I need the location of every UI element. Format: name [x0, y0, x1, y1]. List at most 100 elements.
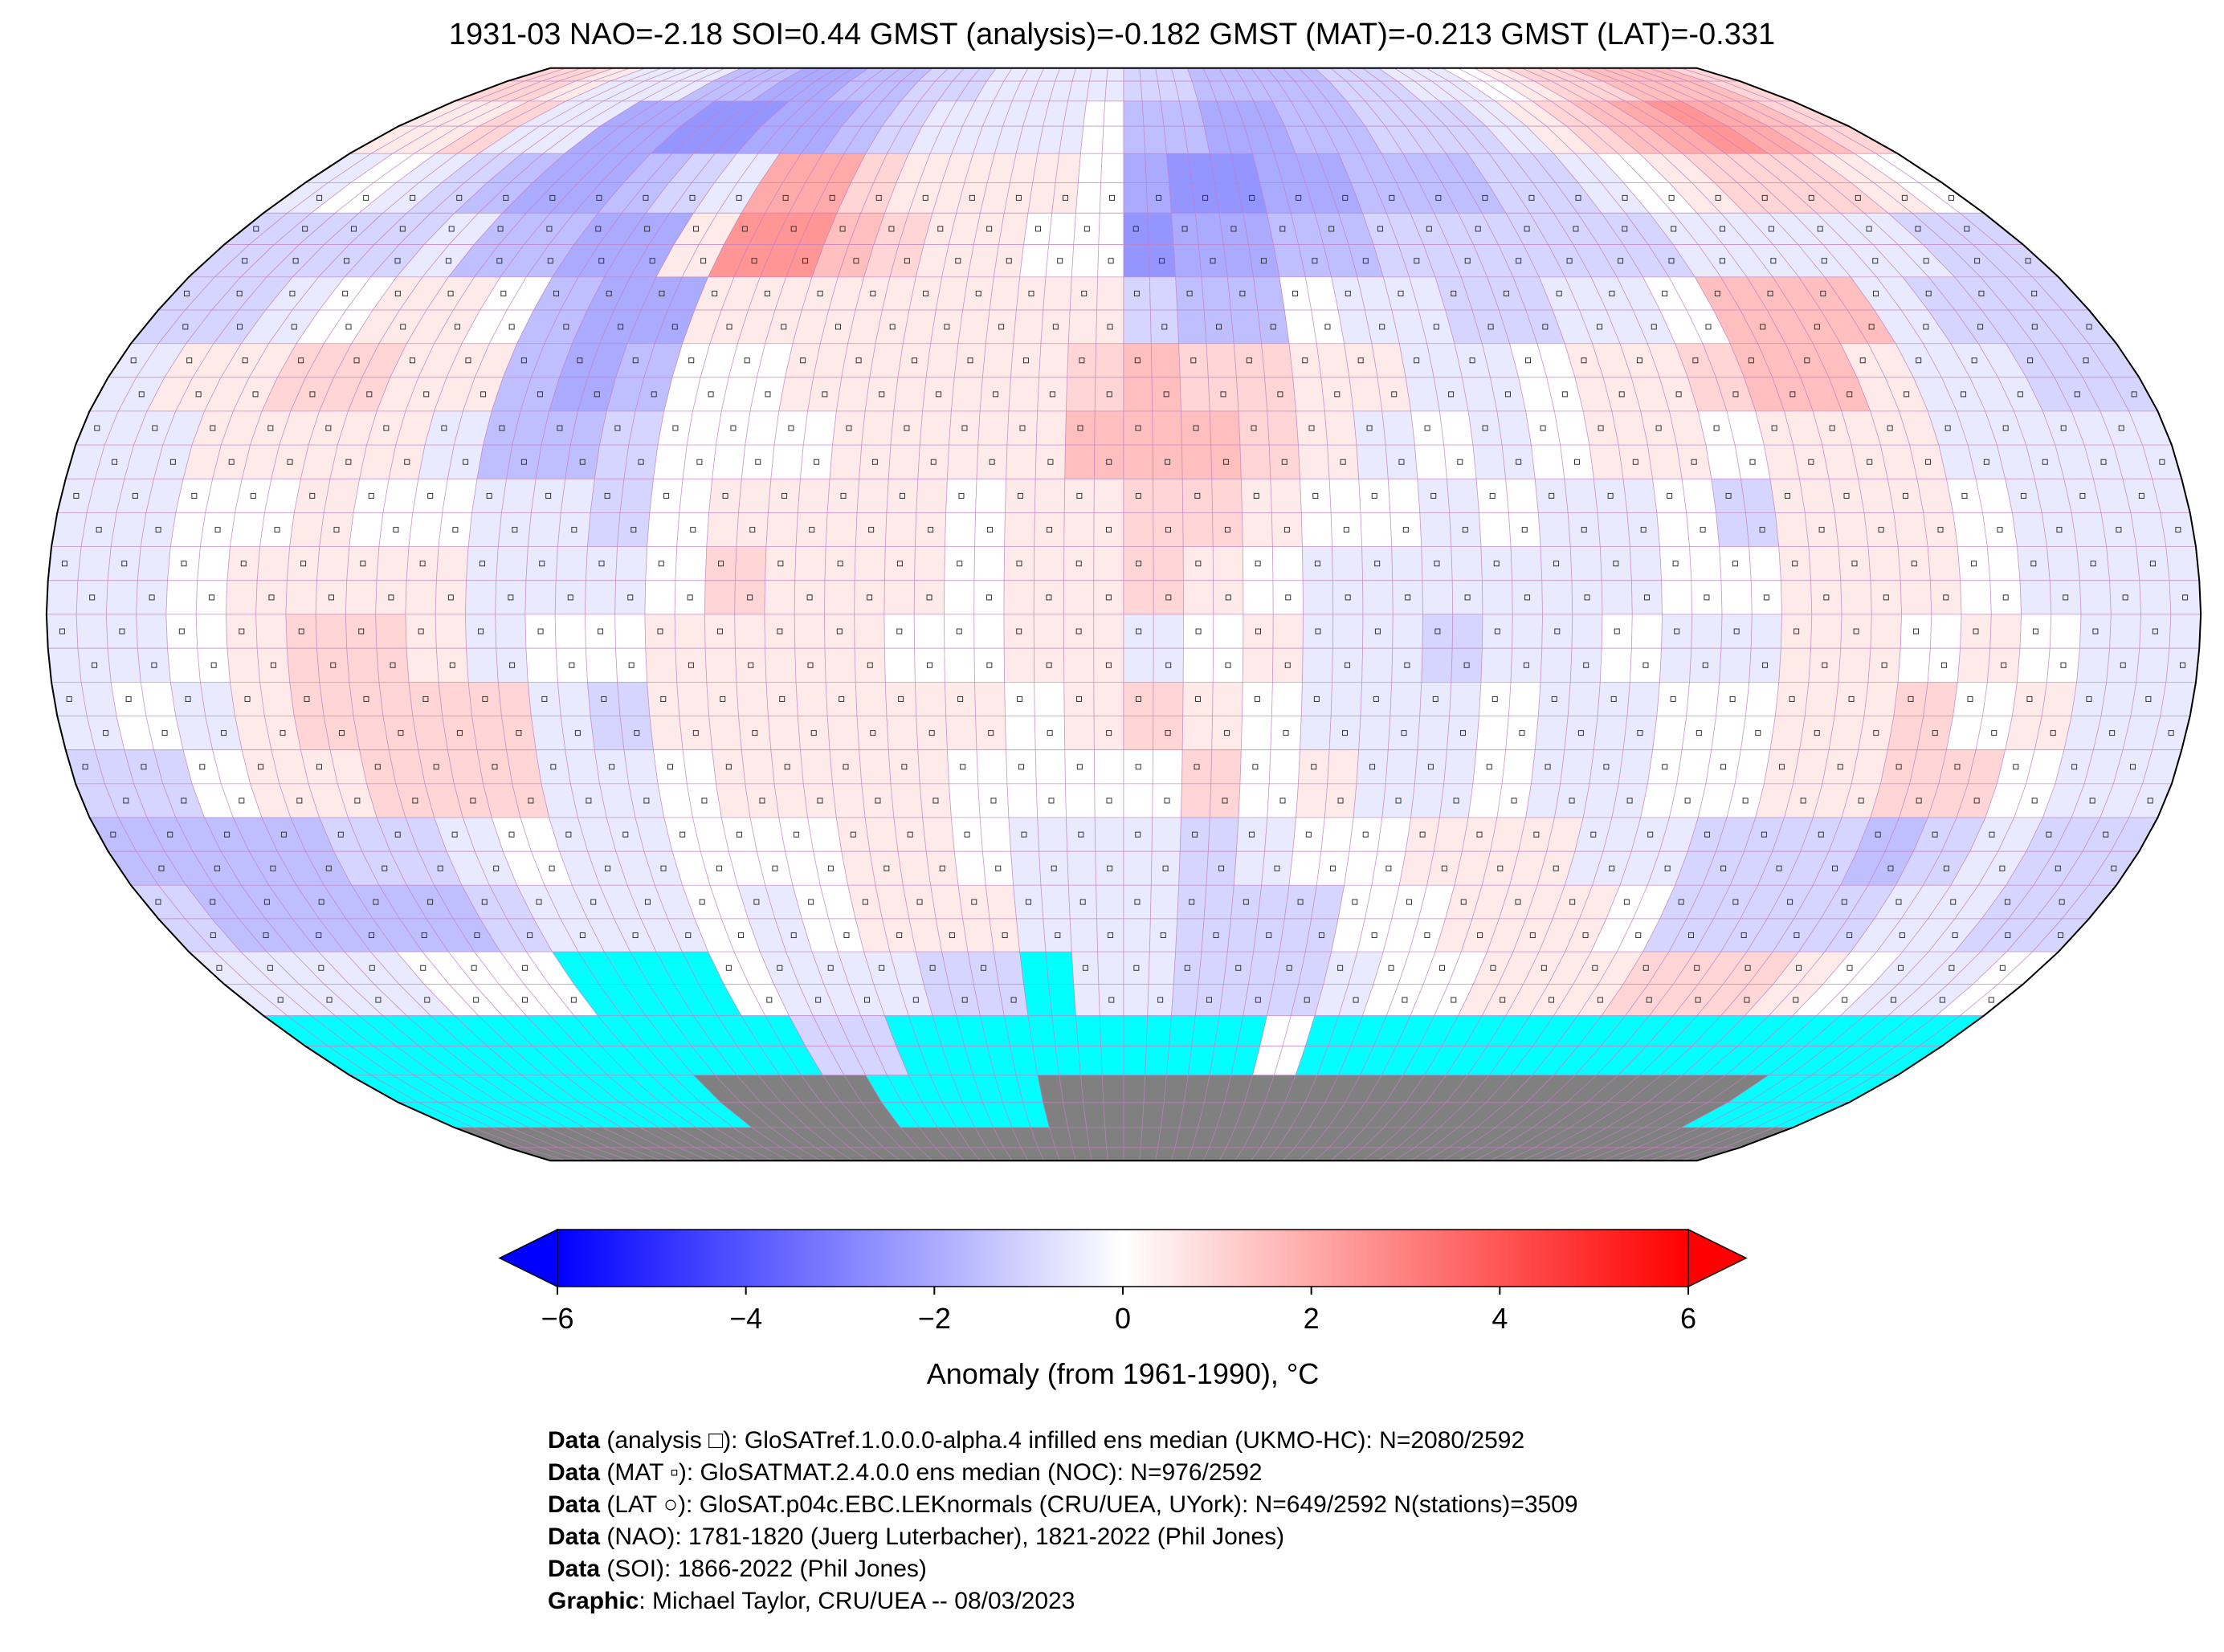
analysis-marker: [672, 425, 679, 431]
analysis-marker: [817, 290, 823, 296]
analysis-marker: [1249, 194, 1255, 201]
footer-line-nao: Data (NAO): 1781-1820 (Juerg Luterbacher…: [548, 1521, 1578, 1553]
analysis-marker: [1971, 357, 1977, 364]
analysis-marker: [191, 492, 198, 499]
analysis-marker: [1047, 527, 1053, 533]
analysis-marker: [537, 391, 543, 398]
analysis-marker: [2138, 492, 2144, 499]
analysis-marker: [253, 226, 259, 232]
analysis-marker: [1047, 459, 1054, 465]
analysis-marker: [1469, 357, 1475, 364]
analysis-marker: [1374, 561, 1381, 567]
analysis-marker: [1851, 561, 1858, 567]
analysis-marker: [2056, 527, 2063, 533]
analysis-marker: [2118, 425, 2124, 431]
analysis-marker: [503, 194, 509, 201]
analysis-marker: [879, 391, 885, 398]
analysis-marker: [1978, 290, 1985, 296]
footer-line-analysis: Data (analysis □): GloSATref.1.0.0.0-alp…: [548, 1425, 1578, 1457]
analysis-marker: [182, 324, 189, 330]
analysis-marker: [1878, 527, 1884, 533]
analysis-marker: [300, 561, 307, 567]
analysis-marker: [500, 290, 507, 296]
analysis-marker: [1340, 459, 1346, 465]
analysis-marker: [1389, 194, 1395, 201]
analysis-marker: [1279, 226, 1286, 232]
analysis-marker: [696, 459, 703, 465]
analysis-marker: [345, 459, 352, 465]
analysis-marker: [345, 324, 352, 330]
analysis-marker: [1847, 391, 1853, 398]
analysis-marker: [788, 425, 794, 431]
analysis-marker: [1549, 492, 1555, 499]
analysis-marker: [1516, 459, 1522, 465]
analysis-marker: [1343, 527, 1349, 533]
analysis-marker: [2159, 459, 2165, 465]
analysis-marker: [835, 324, 841, 330]
analysis-marker: [1903, 492, 1909, 499]
analysis-marker: [1792, 561, 1798, 567]
analysis-marker: [423, 391, 430, 398]
analysis-marker: [1022, 357, 1029, 364]
analysis-marker: [441, 425, 447, 431]
analysis-marker: [1077, 425, 1083, 431]
analysis-marker: [291, 324, 297, 330]
analysis-marker: [1357, 357, 1364, 364]
analysis-marker: [889, 324, 896, 330]
analysis-marker: [1328, 226, 1335, 232]
analysis-marker: [904, 425, 910, 431]
colorbar-max-extend: [1687, 1228, 1748, 1288]
analysis-marker: [394, 290, 401, 296]
analysis-marker: [975, 290, 981, 296]
footer-credits: Data (analysis □): GloSATref.1.0.0.0-alp…: [548, 1425, 1578, 1617]
analysis-marker: [1270, 324, 1276, 330]
analysis-marker: [904, 258, 910, 264]
analysis-marker: [722, 492, 728, 499]
analysis-marker: [730, 425, 737, 431]
analysis-marker: [2060, 425, 2067, 431]
analysis-marker: [1108, 258, 1114, 264]
analysis-marker: [545, 492, 552, 499]
analysis-marker: [875, 194, 882, 201]
analysis-marker: [547, 258, 553, 264]
analysis-marker: [1377, 226, 1384, 232]
analysis-marker: [1691, 459, 1697, 465]
analysis-marker: [1821, 258, 1827, 264]
analysis-marker: [1528, 194, 1535, 201]
analysis-marker: [606, 290, 612, 296]
analysis-marker: [454, 324, 460, 330]
analysis-marker: [112, 459, 118, 465]
analysis-marker: [1251, 425, 1257, 431]
analysis-marker: [1521, 527, 1528, 533]
analysis-marker: [1181, 226, 1188, 232]
analysis-marker: [121, 561, 128, 567]
analysis-marker: [923, 290, 929, 296]
analysis-marker: [1713, 425, 1720, 431]
analysis-marker: [1692, 357, 1699, 364]
analysis-marker: [1720, 226, 1726, 232]
analysis-marker: [777, 561, 784, 567]
analysis-marker: [1785, 492, 1791, 499]
analysis-marker: [546, 226, 553, 232]
analysis-marker: [1016, 561, 1022, 567]
analysis-marker: [138, 391, 145, 398]
analysis-marker: [1161, 324, 1168, 330]
analysis-marker: [427, 492, 434, 499]
footer-text: (LAT ○): GloSAT.p04c.EBC.LEKnormals (CRU…: [600, 1491, 1578, 1518]
footer-line-lat: Data (LAT ○): GloSAT.p04c.EBC.LEKnormals…: [548, 1489, 1578, 1521]
analysis-marker: [1135, 425, 1141, 431]
analysis-marker: [1789, 391, 1796, 398]
analysis-marker: [958, 492, 965, 499]
analysis-marker: [2042, 459, 2048, 465]
analysis-marker: [1887, 425, 1893, 431]
analysis-marker: [1923, 258, 1929, 264]
analysis-marker: [1324, 324, 1331, 330]
analysis-marker: [1977, 324, 1984, 330]
analysis-marker: [1867, 459, 1873, 465]
analysis-marker: [2017, 391, 2023, 398]
analysis-marker: [944, 324, 950, 330]
analysis-marker: [309, 492, 316, 499]
analysis-marker: [1829, 425, 1835, 431]
footer-text: : Michael Taylor, CRU/UEA -- 08/03/2023: [639, 1588, 1075, 1614]
analysis-marker: [1133, 290, 1140, 296]
